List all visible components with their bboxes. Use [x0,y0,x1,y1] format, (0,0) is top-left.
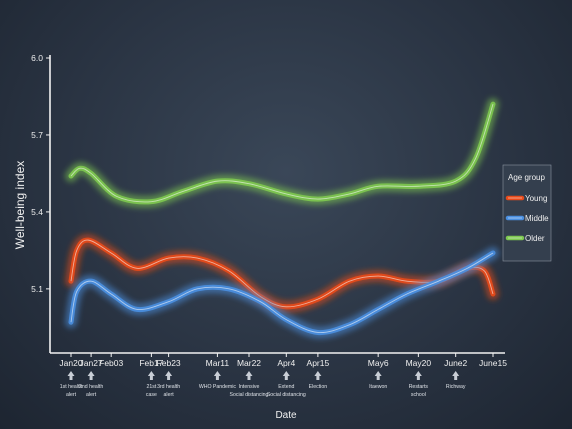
up-arrow-icon [314,371,322,380]
legend-title: Age group [508,173,545,182]
y-axis-title: Well-being index [13,161,27,250]
event-annotation: WHO Pandemic [199,371,237,390]
x-tick-label: June2 [444,358,467,368]
legend-item: Young [505,194,547,203]
event-label: alert [86,392,97,398]
y-tick-label: 5.1 [31,284,43,294]
y-tick-label: 5.7 [31,130,43,140]
up-arrow-icon [67,371,75,380]
legend-item: Older [505,234,545,243]
event-label: Restarts [409,384,429,390]
event-label: 3rd health [157,384,180,390]
legend: Age group Young Middle Older [502,164,552,262]
up-arrow-icon [452,371,460,380]
event-annotation: Election [309,371,328,390]
event-label: case [146,392,157,398]
event-annotation: 21st case [146,371,157,398]
up-arrow-icon [414,371,422,380]
event-label: Election [309,384,328,390]
event-annotation: 3rd health alert [157,371,180,398]
up-arrow-icon [282,371,290,380]
event-label: WHO Pandemic [199,384,237,390]
event-annotation: Restarts school [409,371,429,398]
x-tick-label: Mar11 [206,358,230,368]
series-young [65,234,499,313]
event-label: Richway [446,384,466,390]
x-tick-label: June15 [479,358,507,368]
legend-box [502,164,552,262]
event-annotation: Richway [446,371,466,390]
series-older [65,98,499,208]
x-tick-label: May20 [406,358,432,368]
x-tick-label: Feb17 [139,358,163,368]
x-tick-label: Jan20 [59,358,82,368]
x-tick-label: Apr4 [277,358,295,368]
event-annotation: 1st health alert [60,371,83,398]
x-tick-label: Apr15 [307,358,330,368]
event-label: alert [66,392,77,398]
series-centerline [70,104,494,203]
legend-label: Middle [525,214,549,223]
event-annotation: Itaewon [369,371,387,390]
event-label: 2nd health [79,384,103,390]
x-tick-label: Jan27 [80,358,103,368]
event-annotation: Intensive Social distancing [230,371,269,398]
up-arrow-icon [213,371,221,380]
event-label: alert [164,392,175,398]
event-label: Extend [278,384,294,390]
up-arrow-icon [165,371,173,380]
up-arrow-icon [245,371,253,380]
legend-item: Middle [505,214,549,223]
series-centerline [70,252,494,334]
up-arrow-icon [374,371,382,380]
x-axis-title: Date [275,410,297,421]
up-arrow-icon [147,371,155,380]
series-band [65,234,499,313]
x-tick-label: Feb03 [99,358,123,368]
y-tick-label: 5.4 [31,207,43,217]
x-tick-label: May6 [368,358,389,368]
event-label: Itaewon [369,384,387,390]
up-arrow-icon [87,371,95,380]
x-tick-label: Feb23 [157,358,181,368]
event-annotation: 2nd health alert [79,371,103,398]
legend-label: Older [525,234,545,243]
event-label: Intensive [239,384,260,390]
event-annotation: Extend Social distancing [267,371,306,398]
x-tick-label: Mar22 [237,358,261,368]
event-label: school [411,392,426,398]
series-middle [65,246,499,339]
event-label: 21st [146,384,156,390]
event-label: Social distancing [230,392,269,398]
event-label: Social distancing [267,392,306,398]
event-label: 1st health [60,384,83,390]
y-tick-label: 6.0 [31,53,43,63]
legend-label: Young [525,194,547,203]
